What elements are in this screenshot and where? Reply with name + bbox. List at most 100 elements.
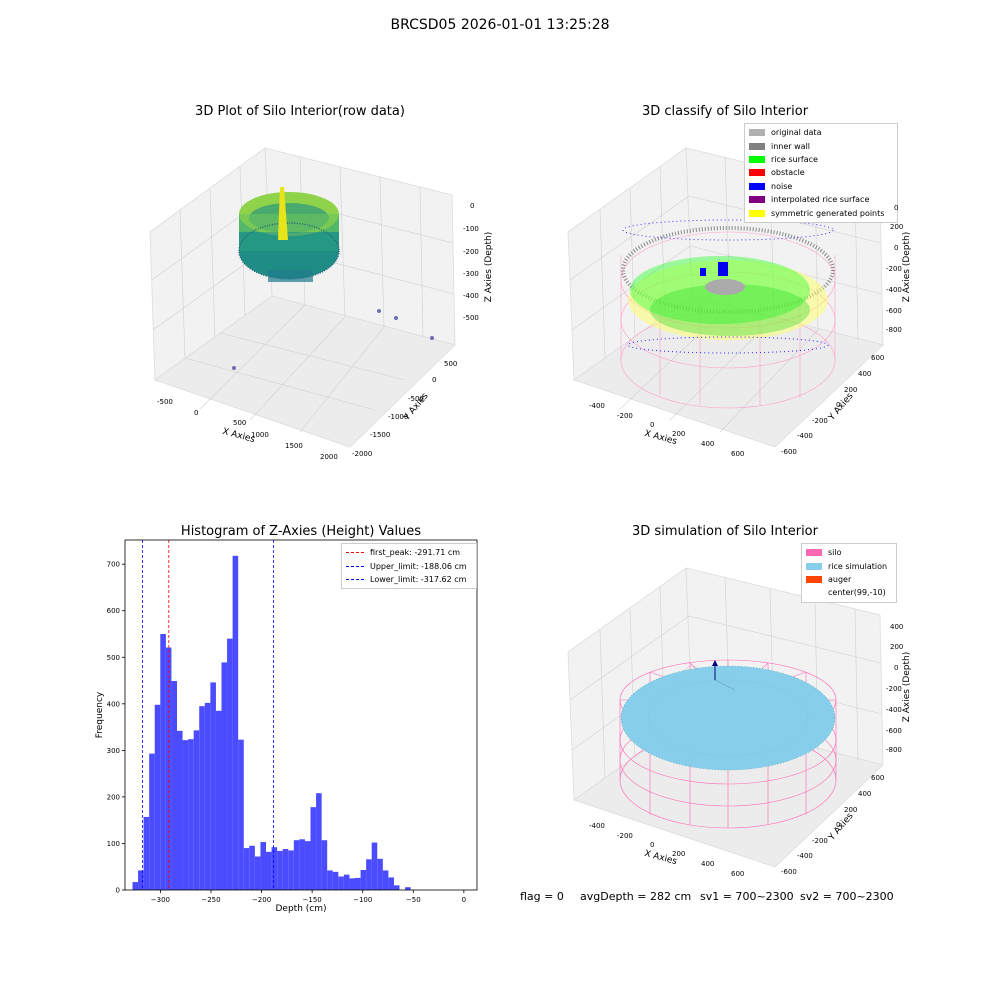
line-upper-limit	[346, 565, 364, 567]
histogram-xtick-label: −300	[151, 896, 170, 904]
classify-ytick: -600	[781, 448, 797, 456]
raw-xtick: 2000	[320, 453, 338, 461]
simulation-xtick: -400	[589, 822, 605, 830]
classify-legend: original data inner wall rice surface ob…	[744, 123, 898, 223]
histogram-bar	[371, 842, 378, 890]
classify-xtick: 400	[701, 440, 715, 448]
histogram-bar	[405, 887, 411, 890]
flag-text: flag = 0	[520, 890, 564, 903]
histogram-bar	[310, 807, 317, 890]
simulation-ztick: -800	[886, 746, 902, 754]
legend-entry: first_peak: -291.71 cm	[346, 546, 472, 559]
line-lower-limit	[346, 578, 364, 580]
raw-ztick: -300	[463, 270, 479, 278]
histogram-ytick-label: 400	[107, 700, 120, 708]
simulation-ytick: 600	[871, 774, 885, 782]
histogram-bar	[377, 858, 383, 890]
raw-silo-scan	[238, 187, 340, 282]
legend-entry: inner wall	[749, 139, 893, 152]
simulation-xtick: 600	[731, 870, 745, 878]
histogram-bar	[238, 739, 244, 890]
legend-entry: silo	[806, 546, 892, 559]
histogram-ylabel: Frequency	[95, 691, 105, 739]
classify-ztick: -400	[886, 286, 902, 294]
legend-entry: interpolated rice surface	[749, 193, 893, 206]
histogram-bar	[343, 874, 350, 890]
raw-xtick: 500	[233, 419, 247, 427]
legend-label: obstacle	[771, 168, 805, 178]
histogram-bar	[288, 850, 294, 890]
simulation-ztick: 400	[890, 623, 904, 631]
histogram-xlabel: Depth (cm)	[275, 904, 327, 914]
legend-label: first_peak: -291.71 cm	[370, 548, 461, 558]
histogram-bar	[160, 634, 166, 890]
legend-entry: Upper_limit: -188.06 cm	[346, 559, 472, 572]
avg-depth-text: avgDepth = 282 cm	[580, 890, 692, 903]
histogram-bar	[199, 706, 205, 890]
classify-xtick: 200	[672, 430, 686, 438]
histogram-xtick-label: 0	[462, 896, 466, 904]
classify-xtick: 600	[731, 450, 745, 458]
simulation-xtick: 400	[701, 860, 715, 868]
classify-ytick: 200	[844, 386, 858, 394]
raw-ytick: 0	[432, 376, 437, 384]
classify-silo-wireframe	[620, 231, 836, 409]
simulation-xtick: 200	[672, 850, 686, 858]
simulation-ylabel: Y Axies	[826, 811, 856, 843]
histogram-ytick-label: 600	[107, 607, 120, 615]
simulation-legend: silo rice simulation auger center(99,-10…	[801, 543, 897, 603]
simulation-xtick: -200	[617, 832, 633, 840]
histogram-xtick-label: −250	[201, 896, 220, 904]
histogram-legend: first_peak: -291.71 cm Upper_limit: -188…	[341, 543, 477, 590]
swatch-center	[806, 589, 822, 596]
raw-xtick: 1000	[251, 431, 269, 439]
simulation-ztick: 0	[894, 664, 899, 672]
classify-ytick: 0	[836, 401, 841, 409]
simulation-ytick: 0	[836, 821, 841, 829]
histogram-bar	[282, 849, 289, 890]
swatch-interpolated	[749, 196, 765, 204]
histogram-title: Histogram of Z-Axies (Height) Values	[180, 524, 422, 539]
raw-plot-title: 3D Plot of Silo Interior(row data)	[195, 104, 405, 119]
histogram-xtick-label: −50	[406, 896, 421, 904]
swatch-obstacle	[749, 169, 765, 177]
raw-ytick: -2000	[352, 450, 373, 458]
histogram-bar	[188, 739, 194, 890]
swatch-rice-surface	[749, 155, 765, 163]
raw-ytick: -1000	[388, 413, 409, 421]
legend-label: interpolated rice surface	[771, 195, 870, 205]
simulation-ytick: -200	[812, 837, 828, 845]
swatch-original	[749, 129, 765, 137]
histogram-bar	[293, 840, 300, 890]
classify-xtick: -200	[617, 412, 633, 420]
simulation-ytick: -400	[797, 852, 813, 860]
legend-entry: Lower_limit: -317.62 cm	[346, 573, 472, 586]
classify-plot-title: 3D classify of Silo Interior	[641, 104, 809, 119]
histogram-bar	[154, 704, 161, 890]
histogram-xtick-label: −150	[303, 896, 322, 904]
histogram-bar	[176, 730, 183, 890]
histogram-bar	[266, 851, 272, 890]
swatch-rice-simulation	[806, 562, 822, 570]
legend-label: center(99,-10)	[828, 588, 886, 598]
histogram-bar	[327, 870, 333, 890]
histogram-bar	[243, 848, 250, 890]
histogram-bar	[332, 871, 339, 890]
raw-ytick: -500	[408, 395, 424, 403]
histogram-bar	[366, 859, 372, 890]
histogram-ytick-label: 0	[116, 887, 120, 895]
histogram-bar	[388, 877, 394, 890]
legend-label: rice simulation	[828, 561, 888, 571]
raw-xtick: 0	[194, 409, 199, 417]
histogram-bar	[227, 638, 233, 890]
histogram-bar	[221, 662, 228, 890]
raw-outlier-points	[232, 309, 434, 370]
histogram-bar	[165, 647, 172, 890]
raw-ztick: -100	[463, 225, 479, 233]
histogram-bar	[299, 839, 305, 890]
classify-ytick: 400	[858, 370, 872, 378]
histogram-bar	[321, 840, 328, 890]
legend-label: rice surface	[771, 154, 818, 164]
classify-points	[621, 219, 835, 354]
classify-ztick: 0	[894, 244, 899, 252]
